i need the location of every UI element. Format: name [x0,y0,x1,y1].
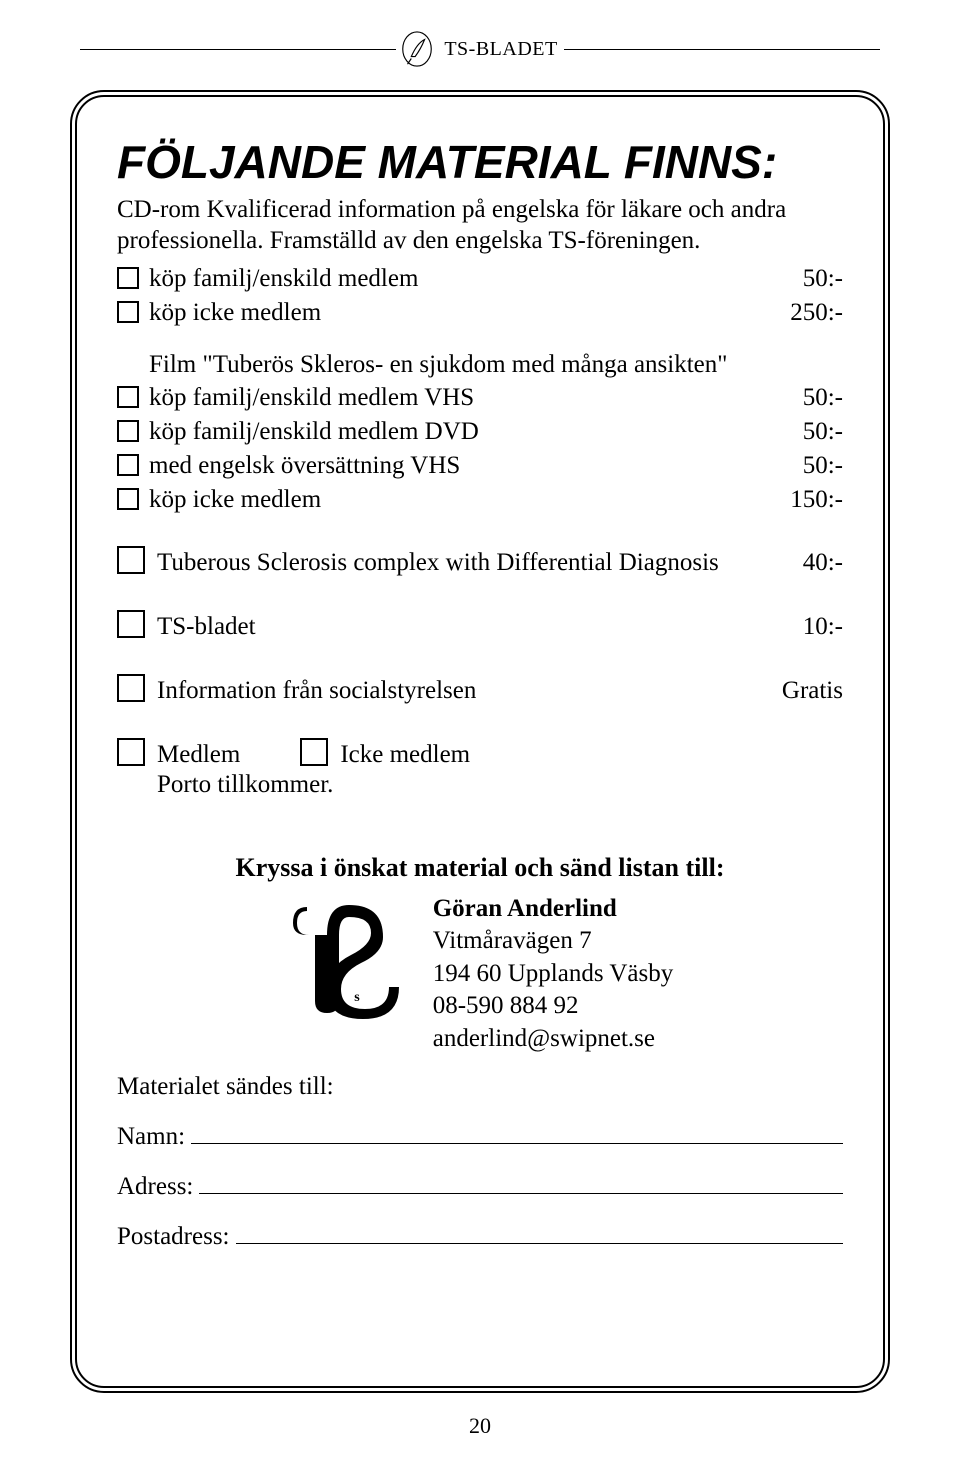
checkbox[interactable] [117,386,139,408]
checkbox-medlem[interactable] [117,738,145,766]
checkbox[interactable] [117,546,145,574]
page-number: 20 [0,1413,960,1439]
field-postadress: Postadress: [117,1223,843,1251]
item-label: köp familj/enskild medlem [149,262,763,296]
item-price: 150:- [763,483,843,517]
field-adress: Adress: [117,1173,843,1201]
medlem-label: Medlem [157,741,240,769]
film-title: Film "Tuberös Skleros- en sjukdom med må… [149,348,843,382]
item-label: med engelsk översättning VHS [149,449,763,483]
item-label: köp familj/enskild medlem DVD [149,415,763,449]
item-price: 250:- [763,296,843,330]
send-instructions: Kryssa i önskat material och sänd listan… [117,853,843,883]
send-address-block: s Göran Anderlind Vitmåravägen 7 194 60 … [117,893,843,1056]
material-send-to: Materialet sändes till: [117,1073,843,1101]
main-title: FÖLJANDE MATERIAL FINNS: [117,135,843,189]
order-item: köp icke medlem 250:- [117,296,843,330]
item-label: Tuberous Sclerosis complex with Differen… [157,546,763,580]
item-price: 50:- [763,381,843,415]
header-title: TS-BLADET [444,38,563,61]
order-item: TS-bladet 10:- [117,606,843,644]
item-price: 50:- [763,262,843,296]
checkbox[interactable] [117,267,139,289]
order-item: Information från socialstyrelsen Gratis [117,670,843,708]
contact-email: anderlind@swipnet.se [433,1023,674,1056]
member-type-row: Medlem Icke medlem [117,734,843,769]
item-label: köp familj/enskild medlem VHS [149,381,763,415]
item-label: köp icke medlem [149,296,763,330]
intro-text: CD-rom Kvalificerad information på engel… [117,195,843,256]
checkbox[interactable] [117,610,145,638]
checkbox[interactable] [117,301,139,323]
field-namn: Namn: [117,1123,843,1151]
order-item: köp familj/enskild medlem DVD 50:- [117,415,843,449]
contact-city: 194 60 Upplands Väsby [433,958,674,991]
leaf-emblem-icon [396,28,438,70]
checkbox[interactable] [117,454,139,476]
item-price: 50:- [763,449,843,483]
item-label: Information från socialstyrelsen [157,674,763,708]
order-item: Tuberous Sclerosis complex with Differen… [117,542,843,580]
item-price: 50:- [763,415,843,449]
order-item: köp icke medlem 150:- [117,483,843,517]
checkbox[interactable] [117,488,139,510]
postadress-input-line[interactable] [236,1224,844,1244]
order-item: köp familj/enskild medlem 50:- [117,262,843,296]
porto-note: Porto tillkommer. [157,771,843,799]
namn-input-line[interactable] [191,1124,843,1144]
ts-logo-icon: s [287,893,407,1023]
contact-address: Göran Anderlind Vitmåravägen 7 194 60 Up… [433,893,674,1056]
item-price: 40:- [763,546,843,580]
svg-text:s: s [354,990,360,1005]
icke-medlem-label: Icke medlem [340,741,470,769]
contact-name: Göran Anderlind [433,893,674,926]
content-frame: FÖLJANDE MATERIAL FINNS: CD-rom Kvalific… [70,90,890,1393]
adress-label: Adress: [117,1173,193,1201]
postadress-label: Postadress: [117,1223,230,1251]
item-price: 10:- [763,610,843,644]
item-price: Gratis [763,674,843,708]
header-rule-right [564,49,880,50]
order-item: med engelsk översättning VHS 50:- [117,449,843,483]
checkbox-icke-medlem[interactable] [300,738,328,766]
order-item: köp familj/enskild medlem VHS 50:- [117,381,843,415]
header-rule-left [80,49,396,50]
page-header: TS-BLADET [80,28,880,70]
checkbox[interactable] [117,674,145,702]
checkbox[interactable] [117,420,139,442]
item-label: TS-bladet [157,610,763,644]
adress-input-line[interactable] [199,1174,843,1194]
contact-street: Vitmåravägen 7 [433,925,674,958]
item-label: köp icke medlem [149,483,763,517]
namn-label: Namn: [117,1123,185,1151]
contact-phone: 08-590 884 92 [433,990,674,1023]
